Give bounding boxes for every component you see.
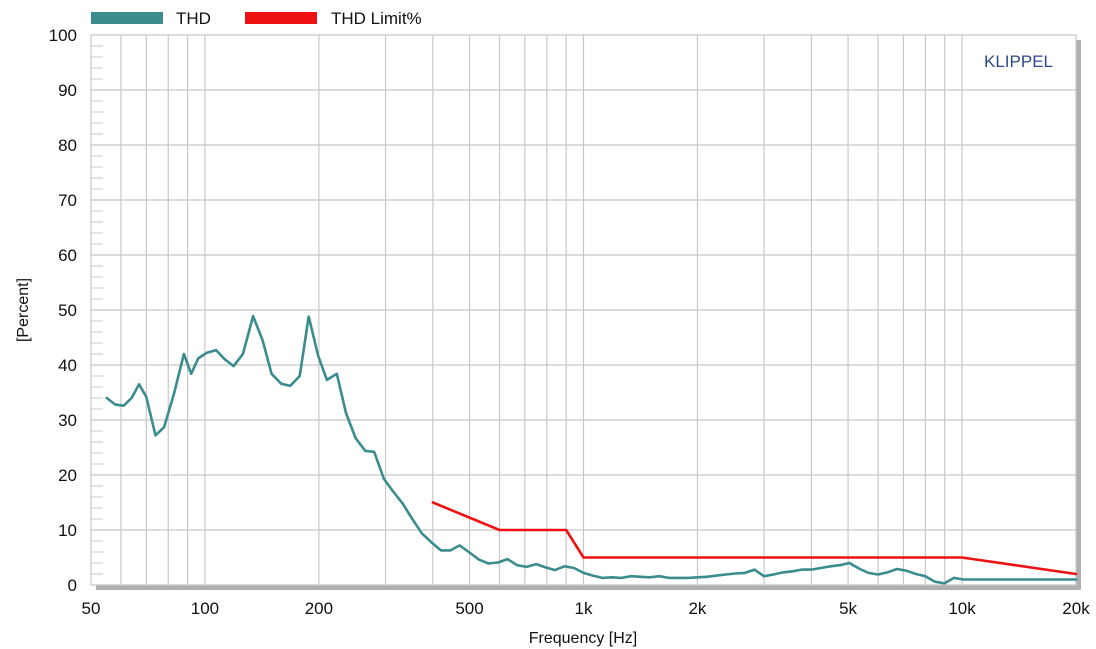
series-line-thd-limit	[431, 501, 1078, 576]
y-tick-label: 100	[49, 26, 77, 45]
x-tick-label: 200	[305, 599, 333, 618]
y-tick-label: 60	[58, 246, 77, 265]
minor-y-ticks	[91, 45, 103, 575]
x-tick-label: 5k	[839, 599, 857, 618]
y-tick-labels: 0 10 20 30 40 50 60 70 80 90 100	[49, 26, 77, 595]
x-tick-label: 1k	[575, 599, 593, 618]
y-gridlines	[91, 34, 1076, 586]
x-axis-label: Frequency [Hz]	[529, 630, 637, 647]
y-tick-label: 20	[58, 466, 77, 485]
y-tick-label: 50	[58, 301, 77, 320]
x-tick-labels: 50 100 200 500 1k 2k 5k 10k 20k	[82, 599, 1091, 618]
y-tick-label: 40	[58, 356, 77, 375]
x-tick-label: 500	[455, 599, 483, 618]
x-tick-label: 20k	[1062, 599, 1090, 618]
x-tick-label: 50	[82, 599, 101, 618]
y-tick-label: 30	[58, 411, 77, 430]
klippel-watermark: KLIPPEL	[984, 52, 1053, 71]
series-layer	[105, 314, 1078, 585]
legend-swatch-thd-limit	[245, 12, 317, 24]
x-tick-label: 100	[191, 599, 219, 618]
legend-swatch-thd	[91, 12, 163, 24]
y-tick-label: 90	[58, 81, 77, 100]
y-tick-label: 70	[58, 191, 77, 210]
y-tick-label: 80	[58, 136, 77, 155]
y-tick-label: 0	[68, 576, 77, 595]
x-tick-label: 2k	[688, 599, 706, 618]
legend-label-thd: THD	[176, 9, 211, 28]
series-line-thd	[105, 314, 1078, 585]
legend: THD THD Limit%	[91, 9, 422, 28]
x-tick-label: 10k	[948, 599, 976, 618]
y-tick-label: 10	[58, 521, 77, 540]
y-axis-label: [Percent]	[15, 278, 32, 342]
legend-label-thd-limit: THD Limit%	[331, 9, 422, 28]
